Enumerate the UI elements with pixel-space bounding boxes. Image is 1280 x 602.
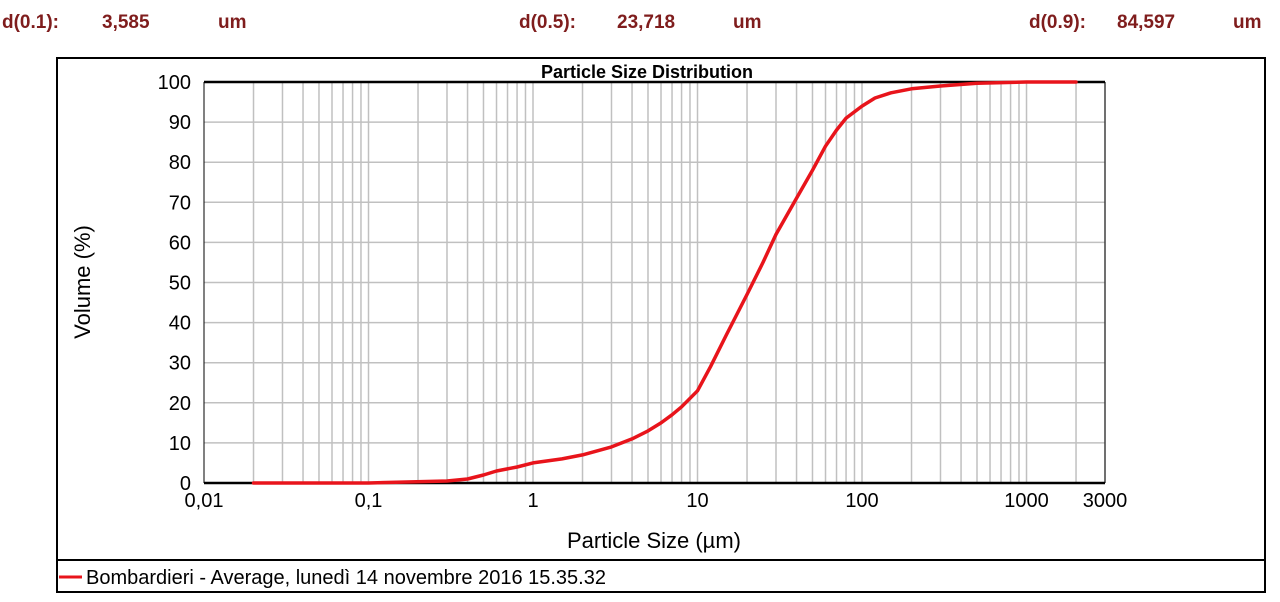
stat-d09-unit: um	[1233, 12, 1262, 33]
x-tick-label: 100	[845, 490, 878, 512]
y-tick-label: 90	[169, 112, 191, 134]
series	[251, 80, 1078, 485]
x-tick-label: 3000	[1083, 490, 1128, 512]
grid	[204, 81, 1106, 483]
y-tick-label: 80	[169, 152, 191, 174]
stat-d05-label: d(0.5):	[519, 12, 576, 33]
y-tick-label: 50	[169, 273, 191, 295]
y-tick-label: 20	[169, 393, 191, 415]
stat-d01-label: d(0.1):	[2, 12, 59, 33]
y-tick-label: 100	[158, 72, 191, 94]
stat-d09-value: 84,597	[1117, 12, 1176, 33]
stat-d01-value: 3,585	[102, 12, 150, 33]
y-tick-label: 30	[169, 353, 191, 375]
stat-d05-value: 23,718	[617, 12, 676, 33]
x-tick-label: 1000	[1004, 490, 1049, 512]
y-tick-label: 0	[180, 473, 191, 495]
tick-labels: 0,01 0,1 1 10 100 1000 3000 0 10 20 30 40 50 60 70 80 90…	[158, 72, 1128, 512]
x-tick-label: 1	[527, 490, 538, 512]
x-tick-label: 10	[686, 490, 708, 512]
stat-d05-unit: um	[733, 12, 762, 33]
x-tick-label: 0,01	[185, 490, 224, 512]
x-axis-title: Particle Size (µm)	[567, 528, 741, 553]
chart-title: Particle Size Distribution	[541, 62, 753, 82]
y-tick-label: 10	[169, 433, 191, 455]
x-tick-label: 0,1	[355, 490, 383, 512]
stat-d01-unit: um	[218, 12, 247, 33]
y-tick-label: 60	[169, 232, 191, 254]
y-tick-label: 40	[169, 313, 191, 335]
series-line	[251, 80, 1078, 485]
y-tick-label: 70	[169, 192, 191, 214]
legend-entry: Bombardieri - Average, lunedì 14 novembr…	[86, 567, 606, 589]
stat-d09-label: d(0.9):	[1029, 12, 1086, 33]
y-axis-title: Volume (%)	[70, 225, 95, 339]
chart-frame	[56, 57, 1266, 593]
